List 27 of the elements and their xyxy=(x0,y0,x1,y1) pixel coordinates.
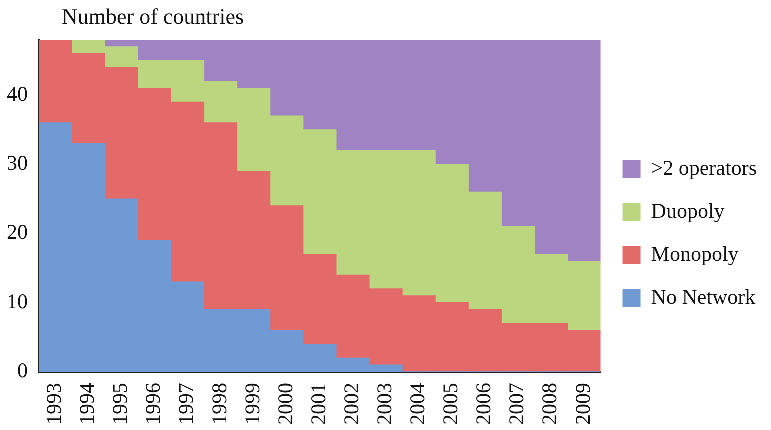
legend-label: Duopoly xyxy=(651,199,726,224)
y-tick-label: 40 xyxy=(7,82,28,106)
x-tick-label: 1997 xyxy=(174,383,198,425)
x-tick-label: 1999 xyxy=(240,383,264,425)
y-tick-label: 30 xyxy=(7,151,28,176)
x-tick-label: 1994 xyxy=(75,382,100,425)
x-tick-label: 2005 xyxy=(438,383,463,425)
x-tick-label: 1993 xyxy=(42,383,66,425)
x-tick-label: 1995 xyxy=(108,383,132,425)
x-tick-label: 1996 xyxy=(141,383,166,425)
x-tick-label: 1998 xyxy=(207,383,232,425)
x-tick-label: 2004 xyxy=(406,382,430,425)
chart-title: Number of countries xyxy=(62,4,244,30)
legend-label: >2 operators xyxy=(651,156,758,180)
x-tick-label: 2001 xyxy=(306,383,330,425)
x-tick-label: 2006 xyxy=(472,383,496,425)
x-tick-label: 2008 xyxy=(538,383,562,425)
legend-label: No Network xyxy=(651,285,756,310)
x-tick-label: 2000 xyxy=(273,383,298,425)
x-tick-label: 2003 xyxy=(372,383,396,425)
legend-label: Monopoly xyxy=(651,242,740,266)
y-tick-label: 20 xyxy=(7,220,28,244)
x-tick-label: 2009 xyxy=(570,383,595,425)
y-tick-label: 0 xyxy=(18,358,28,383)
x-tick-label: 2007 xyxy=(504,383,529,425)
y-tick-label: 10 xyxy=(7,289,28,314)
x-tick-label: 2002 xyxy=(339,383,364,425)
